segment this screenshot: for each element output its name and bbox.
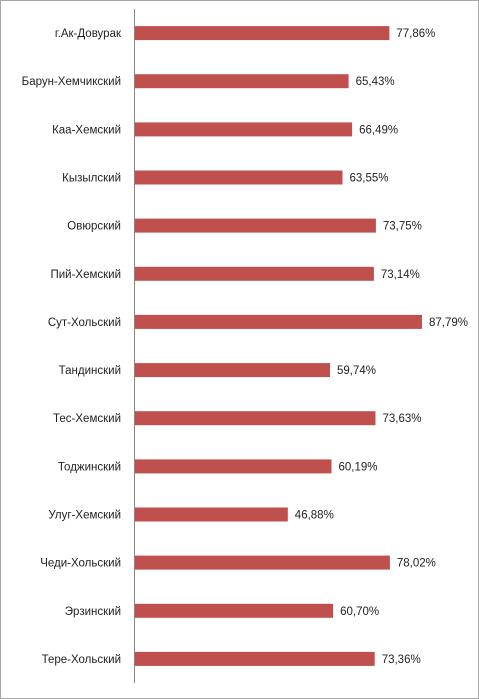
bar	[134, 170, 343, 185]
value-labels: 77,86% 65,43% 66,49% 63,55% 73,75% 73,14% 87,7…	[295, 28, 468, 666]
value-label: 65,43%	[356, 76, 395, 88]
value-label: 73,63%	[383, 413, 422, 425]
value-label: 63,55%	[350, 173, 389, 185]
bar	[134, 459, 332, 474]
category-label: Эрзинский	[65, 606, 121, 618]
category-label: Тес-Хемский	[53, 413, 121, 425]
category-label: Каа-Хемский	[52, 124, 121, 136]
bar	[134, 555, 390, 570]
value-label: 60,70%	[340, 606, 379, 618]
bar	[134, 266, 374, 281]
bar	[134, 363, 330, 378]
bar	[134, 507, 288, 522]
bar	[134, 26, 390, 41]
value-label: 66,49%	[359, 124, 398, 136]
category-label: Улуг-Хемский	[48, 510, 121, 522]
value-label: 59,74%	[337, 365, 376, 377]
bar	[134, 314, 422, 329]
category-label: Кызылский	[62, 173, 121, 185]
bar	[134, 218, 376, 233]
category-label: Чеди-Хольский	[40, 558, 121, 570]
bar	[134, 74, 349, 89]
category-labels: г.Ак-Довурак Барун-Хемчикский Каа-Хемский К…	[22, 28, 122, 666]
value-label: 87,79%	[429, 317, 468, 329]
value-label: 73,75%	[383, 221, 422, 233]
category-label: Тоджинский	[58, 461, 121, 473]
value-label: 46,88%	[295, 510, 334, 522]
value-label: 78,02%	[397, 558, 436, 570]
value-label: 73,14%	[381, 269, 420, 281]
bars-layer	[134, 26, 422, 666]
category-label: г.Ак-Довурак	[55, 28, 122, 40]
category-label: Сут-Хольский	[48, 317, 121, 329]
category-label: Тандинский	[59, 365, 121, 377]
bar	[134, 122, 353, 137]
value-label: 77,86%	[396, 28, 435, 40]
value-label: 60,19%	[339, 461, 378, 473]
category-label: Пий-Хемский	[50, 269, 121, 281]
category-label: Барун-Хемчикский	[22, 76, 121, 88]
category-label: Овюрский	[67, 221, 121, 233]
bar	[134, 411, 376, 426]
bar	[134, 651, 375, 666]
value-label: 73,36%	[382, 654, 421, 666]
bar	[134, 603, 334, 618]
category-label: Тере-Хольский	[42, 654, 121, 666]
